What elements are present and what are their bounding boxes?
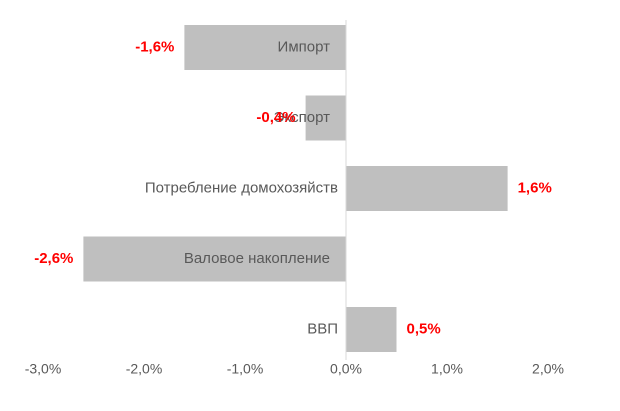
category-label-3: Валовое накопление	[184, 250, 330, 267]
category-label-1: Экспорт	[274, 109, 330, 126]
x-tick-label-5: 2,0%	[532, 361, 564, 377]
bars-layer	[83, 25, 508, 352]
value-label-3: -2,6%	[34, 250, 73, 267]
x-tick-label-2: -1,0%	[227, 361, 264, 377]
bar-0	[184, 25, 346, 70]
value-label-4: 0,5%	[407, 320, 441, 337]
x-tick-label-4: 1,0%	[431, 361, 463, 377]
labels-layer: Импорт -1,6% Экспорт-0,4% Потребление домох…	[34, 38, 552, 337]
value-label-2: 1,6%	[518, 179, 552, 196]
category-label-2: Потребление домохозяйств	[145, 179, 338, 196]
x-axis-ticks: -3,0% -2,0% -1,0% 0,0% 1,0% 2,0%	[25, 361, 564, 377]
bar-3	[83, 236, 347, 282]
value-label-0: -1,6%	[135, 38, 174, 55]
x-tick-label-1: -2,0%	[126, 361, 163, 377]
x-tick-label-3: 0,0%	[330, 361, 362, 377]
category-label-4: ВВП	[307, 320, 338, 337]
x-tick-label-0: -3,0%	[25, 361, 62, 377]
value-label-1: -0,4%	[256, 109, 295, 126]
category-label-0: Импорт	[278, 38, 331, 55]
bar-1	[305, 95, 346, 141]
bar-2	[346, 166, 508, 211]
bar-4	[346, 307, 397, 352]
